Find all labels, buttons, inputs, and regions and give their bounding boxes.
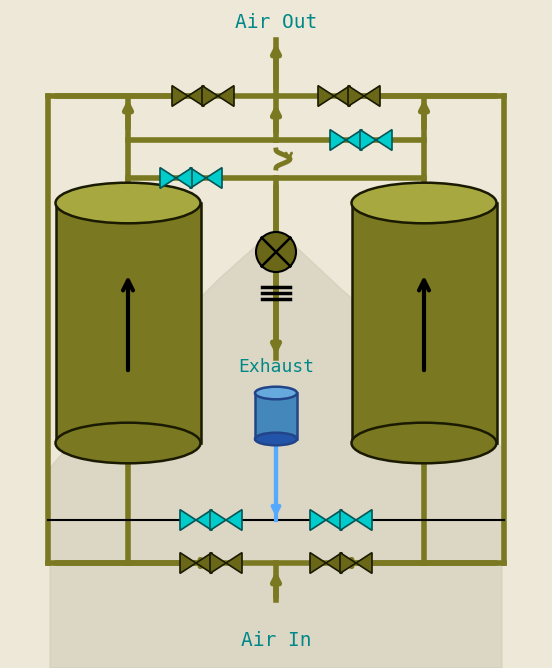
Ellipse shape [56, 183, 200, 223]
Polygon shape [50, 228, 502, 668]
Polygon shape [364, 86, 380, 106]
Polygon shape [210, 510, 226, 530]
Polygon shape [348, 86, 364, 106]
Ellipse shape [255, 433, 297, 446]
Polygon shape [206, 168, 222, 188]
Bar [352, 203, 496, 443]
Polygon shape [176, 168, 192, 188]
Polygon shape [376, 130, 392, 150]
Polygon shape [188, 86, 204, 106]
Text: Exhaust: Exhaust [238, 358, 314, 376]
Polygon shape [326, 552, 342, 573]
Polygon shape [340, 510, 356, 530]
Ellipse shape [352, 423, 496, 464]
Bar [56, 203, 200, 443]
Polygon shape [172, 86, 188, 106]
Polygon shape [196, 510, 212, 530]
Polygon shape [180, 510, 196, 530]
Polygon shape [318, 86, 334, 106]
Polygon shape [326, 510, 342, 530]
Text: Air Out: Air Out [235, 13, 317, 33]
Ellipse shape [56, 423, 200, 464]
Bar [255, 393, 297, 439]
Polygon shape [226, 552, 242, 573]
Circle shape [256, 232, 296, 272]
Polygon shape [202, 86, 218, 106]
Polygon shape [190, 168, 206, 188]
Polygon shape [360, 130, 376, 150]
Ellipse shape [352, 183, 496, 223]
Polygon shape [356, 552, 372, 573]
Polygon shape [356, 510, 372, 530]
Polygon shape [226, 510, 242, 530]
Polygon shape [330, 130, 346, 150]
Polygon shape [210, 552, 226, 573]
Ellipse shape [255, 387, 297, 399]
Polygon shape [346, 130, 362, 150]
Polygon shape [196, 552, 212, 573]
Polygon shape [310, 552, 326, 573]
Polygon shape [334, 86, 350, 106]
Polygon shape [310, 510, 326, 530]
Polygon shape [218, 86, 234, 106]
Polygon shape [180, 552, 196, 573]
Polygon shape [340, 552, 356, 573]
Text: Air In: Air In [241, 631, 311, 649]
Polygon shape [160, 168, 176, 188]
